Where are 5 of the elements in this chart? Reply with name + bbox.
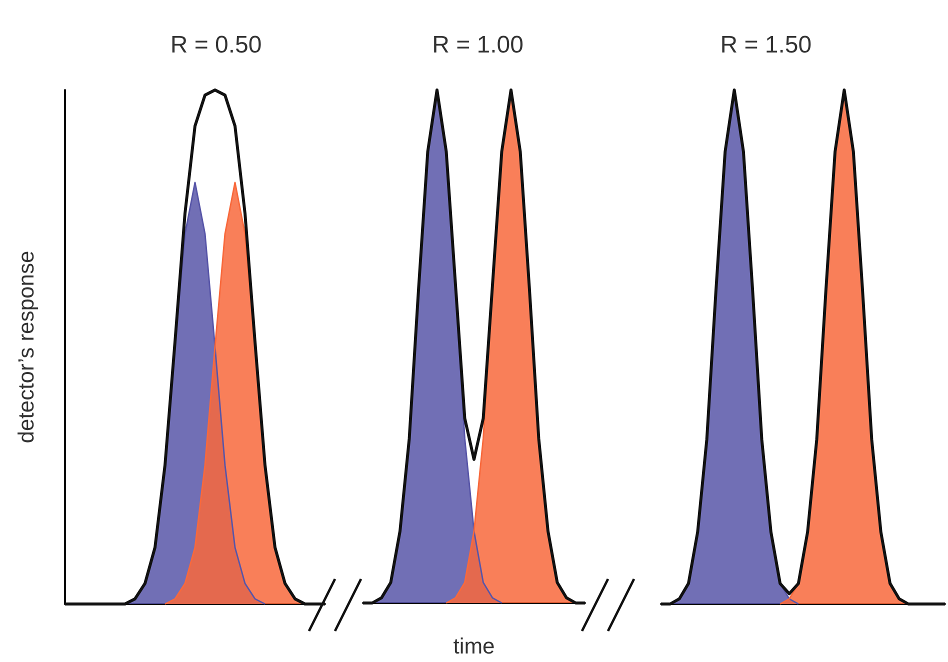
y-axis-title: detector’s response [14,250,38,444]
chart-title: R = 0.50 [170,32,262,58]
chart-title: R = 1.50 [720,32,812,58]
chart-title: R = 1.00 [432,32,524,58]
x-axis-title: time [453,634,495,658]
